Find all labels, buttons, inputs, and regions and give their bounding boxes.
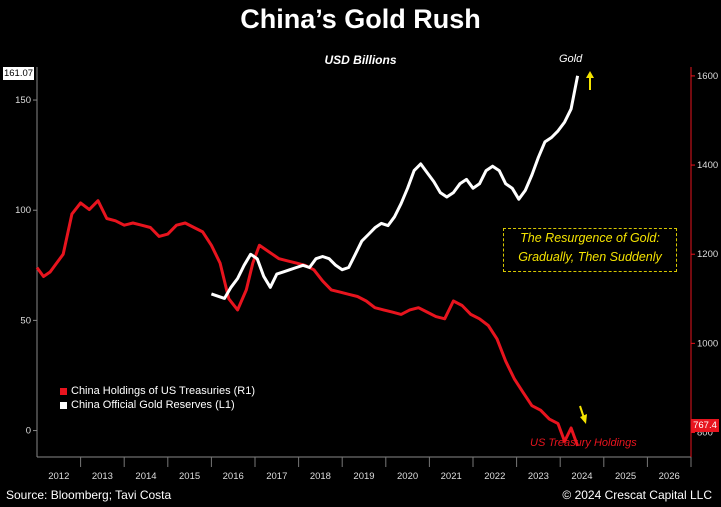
- y-right-tick-label: 1200: [697, 249, 718, 260]
- x-tick-label: 2013: [92, 471, 113, 482]
- treasury-holdings-line: [35, 199, 580, 447]
- x-tick-label: 2014: [135, 471, 156, 482]
- x-axis: 2012 2013 2014 2015 2016 2017 2018 2019 2020 2021…: [37, 456, 692, 482]
- x-tick-label: 2024: [571, 471, 592, 482]
- x-tick-label: 2015: [179, 471, 200, 482]
- source-credit: Source: Bloomberg; Tavi Costa: [6, 488, 172, 502]
- treasury-series-label: US Treasury Holdings: [530, 437, 637, 449]
- x-tick-label: 2022: [484, 471, 505, 482]
- treasury-down-arrowhead: [580, 414, 587, 424]
- annotation-line-1: The Resurgence of Gold:: [520, 231, 660, 245]
- last-value-left-badge: 161.07: [3, 67, 34, 80]
- y-left-tick-label: 50: [20, 315, 31, 326]
- legend-item-gold: China Official Gold Reserves (L1): [60, 398, 255, 412]
- y-right-tick-label: 800: [697, 427, 713, 438]
- x-tick-label: 2023: [528, 471, 549, 482]
- x-tick-label: 2018: [310, 471, 331, 482]
- y-right-tick-label: 1600: [697, 71, 718, 82]
- legend-label-gold: China Official Gold Reserves (L1): [71, 399, 235, 411]
- series-lines: [35, 71, 594, 447]
- x-tick-label: 2020: [397, 471, 418, 482]
- y-axis-right: 800 1000 1200 1400 1600: [690, 67, 718, 457]
- last-value-right-badge: 767.4: [691, 419, 719, 432]
- x-tick-label: 2019: [353, 471, 374, 482]
- legend-label-treasuries: China Holdings of US Treasuries (R1): [71, 385, 256, 397]
- annotation-box: The Resurgence of Gold: Gradually, Then …: [503, 228, 677, 272]
- y-left-tick-label: 0: [26, 426, 31, 437]
- gold-series-label: Gold: [559, 53, 583, 65]
- annotation-line-2: Gradually, Then Suddenly: [518, 250, 662, 264]
- gold-up-arrowhead: [586, 71, 594, 78]
- legend-item-treasuries: China Holdings of US Treasuries (R1): [60, 384, 255, 398]
- y-left-tick-label: 100: [15, 205, 31, 216]
- y-right-tick-label: 1000: [697, 338, 718, 349]
- x-tick-label: 2021: [441, 471, 462, 482]
- gold-reserves-line: [210, 75, 580, 300]
- legend: China Holdings of US Treasuries (R1) Chi…: [60, 384, 255, 412]
- y-right-tick-label: 1400: [697, 160, 718, 171]
- chart-subtitle: USD Billions: [324, 53, 397, 67]
- legend-swatch-red: [60, 387, 67, 395]
- legend-swatch-white: [60, 401, 67, 409]
- x-tick-label: 2012: [48, 471, 69, 482]
- x-tick-label: 2025: [615, 471, 636, 482]
- x-tick-label: 2017: [266, 471, 287, 482]
- x-tick-label: 2026: [659, 471, 680, 482]
- x-tick-label: 2016: [223, 471, 244, 482]
- y-left-tick-label: 150: [15, 95, 31, 106]
- y-axis-left: 0 50 100 150: [15, 67, 38, 457]
- chart-title: China’s Gold Rush: [240, 4, 481, 34]
- copyright-notice: © 2024 Crescat Capital LLC: [562, 488, 712, 502]
